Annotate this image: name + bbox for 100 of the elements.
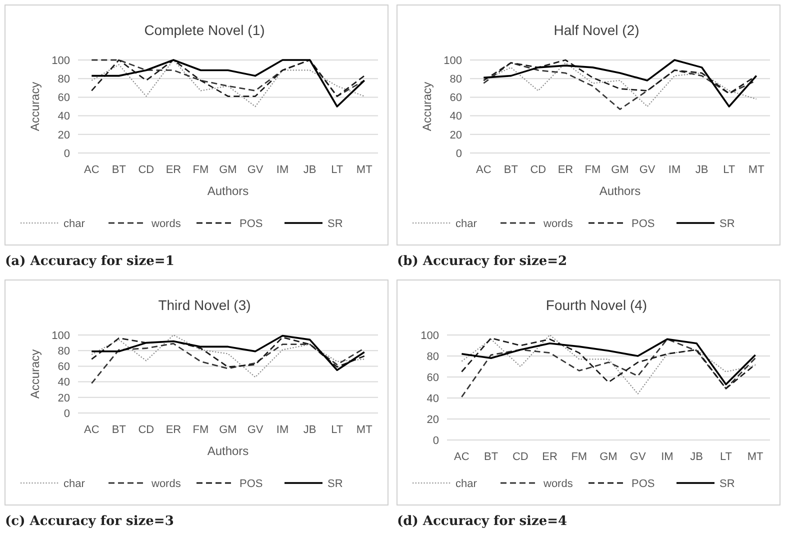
y-axis-title: Accuracy	[420, 82, 434, 132]
x-tick-label: CD	[530, 164, 546, 176]
chart-title: Third Novel (3)	[158, 297, 251, 313]
x-tick-label: MT	[356, 424, 373, 436]
x-tick-label: AC	[454, 451, 470, 463]
x-tick-label: GM	[600, 451, 618, 463]
line-series	[482, 59, 758, 94]
chart-title: Complete Novel (1)	[144, 22, 265, 38]
x-tick-label: IM	[276, 164, 289, 176]
y-tick-label: 60	[450, 92, 462, 104]
x-tick-label: FM	[192, 424, 209, 436]
text: (a) Accuracy for size=1	[5, 254, 174, 269]
legend-label: char	[456, 218, 478, 230]
x-axis-title: Authors	[599, 184, 641, 198]
x-axis-title: Authors	[207, 444, 249, 458]
legend-label: POS	[632, 218, 655, 230]
y-tick-label: 80	[426, 350, 439, 363]
x-tick-label: AC	[84, 164, 100, 176]
x-tick-label: MT	[747, 451, 764, 463]
x-tick-label: BT	[484, 451, 498, 463]
y-tick-label: 0	[64, 148, 70, 160]
legend-label: words	[150, 478, 182, 490]
legend-label: words	[150, 218, 182, 230]
x-tick-label: LT	[331, 424, 344, 436]
x-tick-label: GV	[639, 164, 656, 176]
legend-label: words	[542, 218, 574, 230]
x-tick-label: BT	[504, 164, 518, 176]
x-tick-label: ER	[542, 451, 558, 463]
y-tick-label: 0	[64, 408, 70, 420]
y-tick-label: 80	[58, 345, 70, 358]
legend-label: char	[456, 478, 478, 490]
line-series	[90, 59, 366, 97]
y-axis-title: Accuracy	[28, 349, 42, 399]
y-tick-label: 40	[426, 392, 439, 405]
x-tick-label: ER	[166, 164, 182, 176]
legend-label: char	[64, 218, 86, 230]
legend-label: POS	[240, 478, 263, 490]
y-tick-label: 100	[444, 54, 462, 67]
x-tick-label: GV	[247, 164, 264, 176]
y-tick-label: 20	[58, 392, 70, 404]
legend-label: words	[542, 478, 574, 490]
y-tick-label: 60	[58, 92, 70, 104]
x-tick-label: JB	[303, 164, 316, 176]
x-tick-label: AC	[476, 164, 492, 176]
x-tick-label: MT	[356, 164, 373, 176]
x-tick-label: GM	[611, 164, 629, 176]
x-tick-label: CD	[138, 424, 154, 436]
y-tick-label: 60	[58, 361, 70, 374]
legend-label: POS	[240, 218, 263, 230]
x-tick-label: IM	[661, 451, 674, 463]
y-tick-label: 40	[450, 110, 462, 123]
y-tick-label: 0	[432, 434, 439, 447]
x-tick-label: JB	[695, 164, 708, 176]
line-series	[91, 334, 365, 378]
x-tick-label: GV	[247, 424, 264, 436]
x-tick-label: GM	[219, 164, 237, 176]
x-tick-label: BT	[112, 164, 126, 176]
chart-title: Fourth Novel (4)	[546, 297, 648, 313]
x-tick-label: AC	[84, 424, 100, 436]
chart-title: Half Novel (2)	[554, 22, 640, 38]
y-tick-label: 80	[58, 73, 70, 86]
y-tick-label: 20	[450, 129, 462, 142]
y-tick-label: 0	[456, 148, 462, 160]
x-tick-label: IM	[668, 164, 681, 176]
legend-label: SR	[720, 478, 735, 490]
x-tick-label: CD	[138, 164, 154, 176]
text: (d) Accuracy for size=4	[397, 514, 568, 529]
x-tick-label: CD	[512, 451, 528, 463]
x-tick-label: FM	[192, 164, 209, 176]
y-tick-label: 60	[426, 372, 439, 384]
legend-label: POS	[632, 478, 655, 490]
x-tick-label: LT	[331, 164, 344, 176]
y-tick-label: 100	[52, 54, 70, 67]
x-tick-label: GM	[219, 424, 237, 436]
y-axis-title: Accuracy	[28, 82, 42, 132]
x-tick-label: ER	[558, 164, 574, 176]
y-tick-label: 100	[420, 330, 439, 342]
x-tick-label: FM	[571, 451, 588, 463]
x-tick-label: JB	[303, 424, 316, 436]
legend-label: SR	[720, 218, 735, 230]
y-tick-label: 100	[52, 330, 70, 342]
x-tick-label: ER	[166, 424, 182, 436]
text: (c) Accuracy for size=3	[5, 514, 174, 529]
y-tick-label: 20	[58, 129, 70, 142]
text: (b) Accuracy for size=2	[397, 254, 568, 269]
x-tick-label: FM	[584, 164, 601, 176]
y-tick-label: 20	[426, 414, 439, 426]
x-axis-title: Authors	[207, 184, 249, 198]
y-tick-label: 40	[58, 376, 70, 389]
y-tick-label: 80	[450, 73, 462, 86]
x-tick-label: MT	[748, 164, 765, 176]
x-tick-label: GV	[630, 451, 646, 463]
x-tick-label: JB	[690, 451, 704, 463]
x-tick-label: LT	[723, 164, 736, 176]
legend-label: SR	[328, 478, 343, 490]
x-tick-label: IM	[276, 424, 289, 436]
x-tick-label: BT	[112, 424, 126, 436]
legend-label: char	[64, 478, 86, 490]
y-tick-label: 40	[58, 110, 70, 123]
x-tick-label: LT	[720, 451, 732, 463]
